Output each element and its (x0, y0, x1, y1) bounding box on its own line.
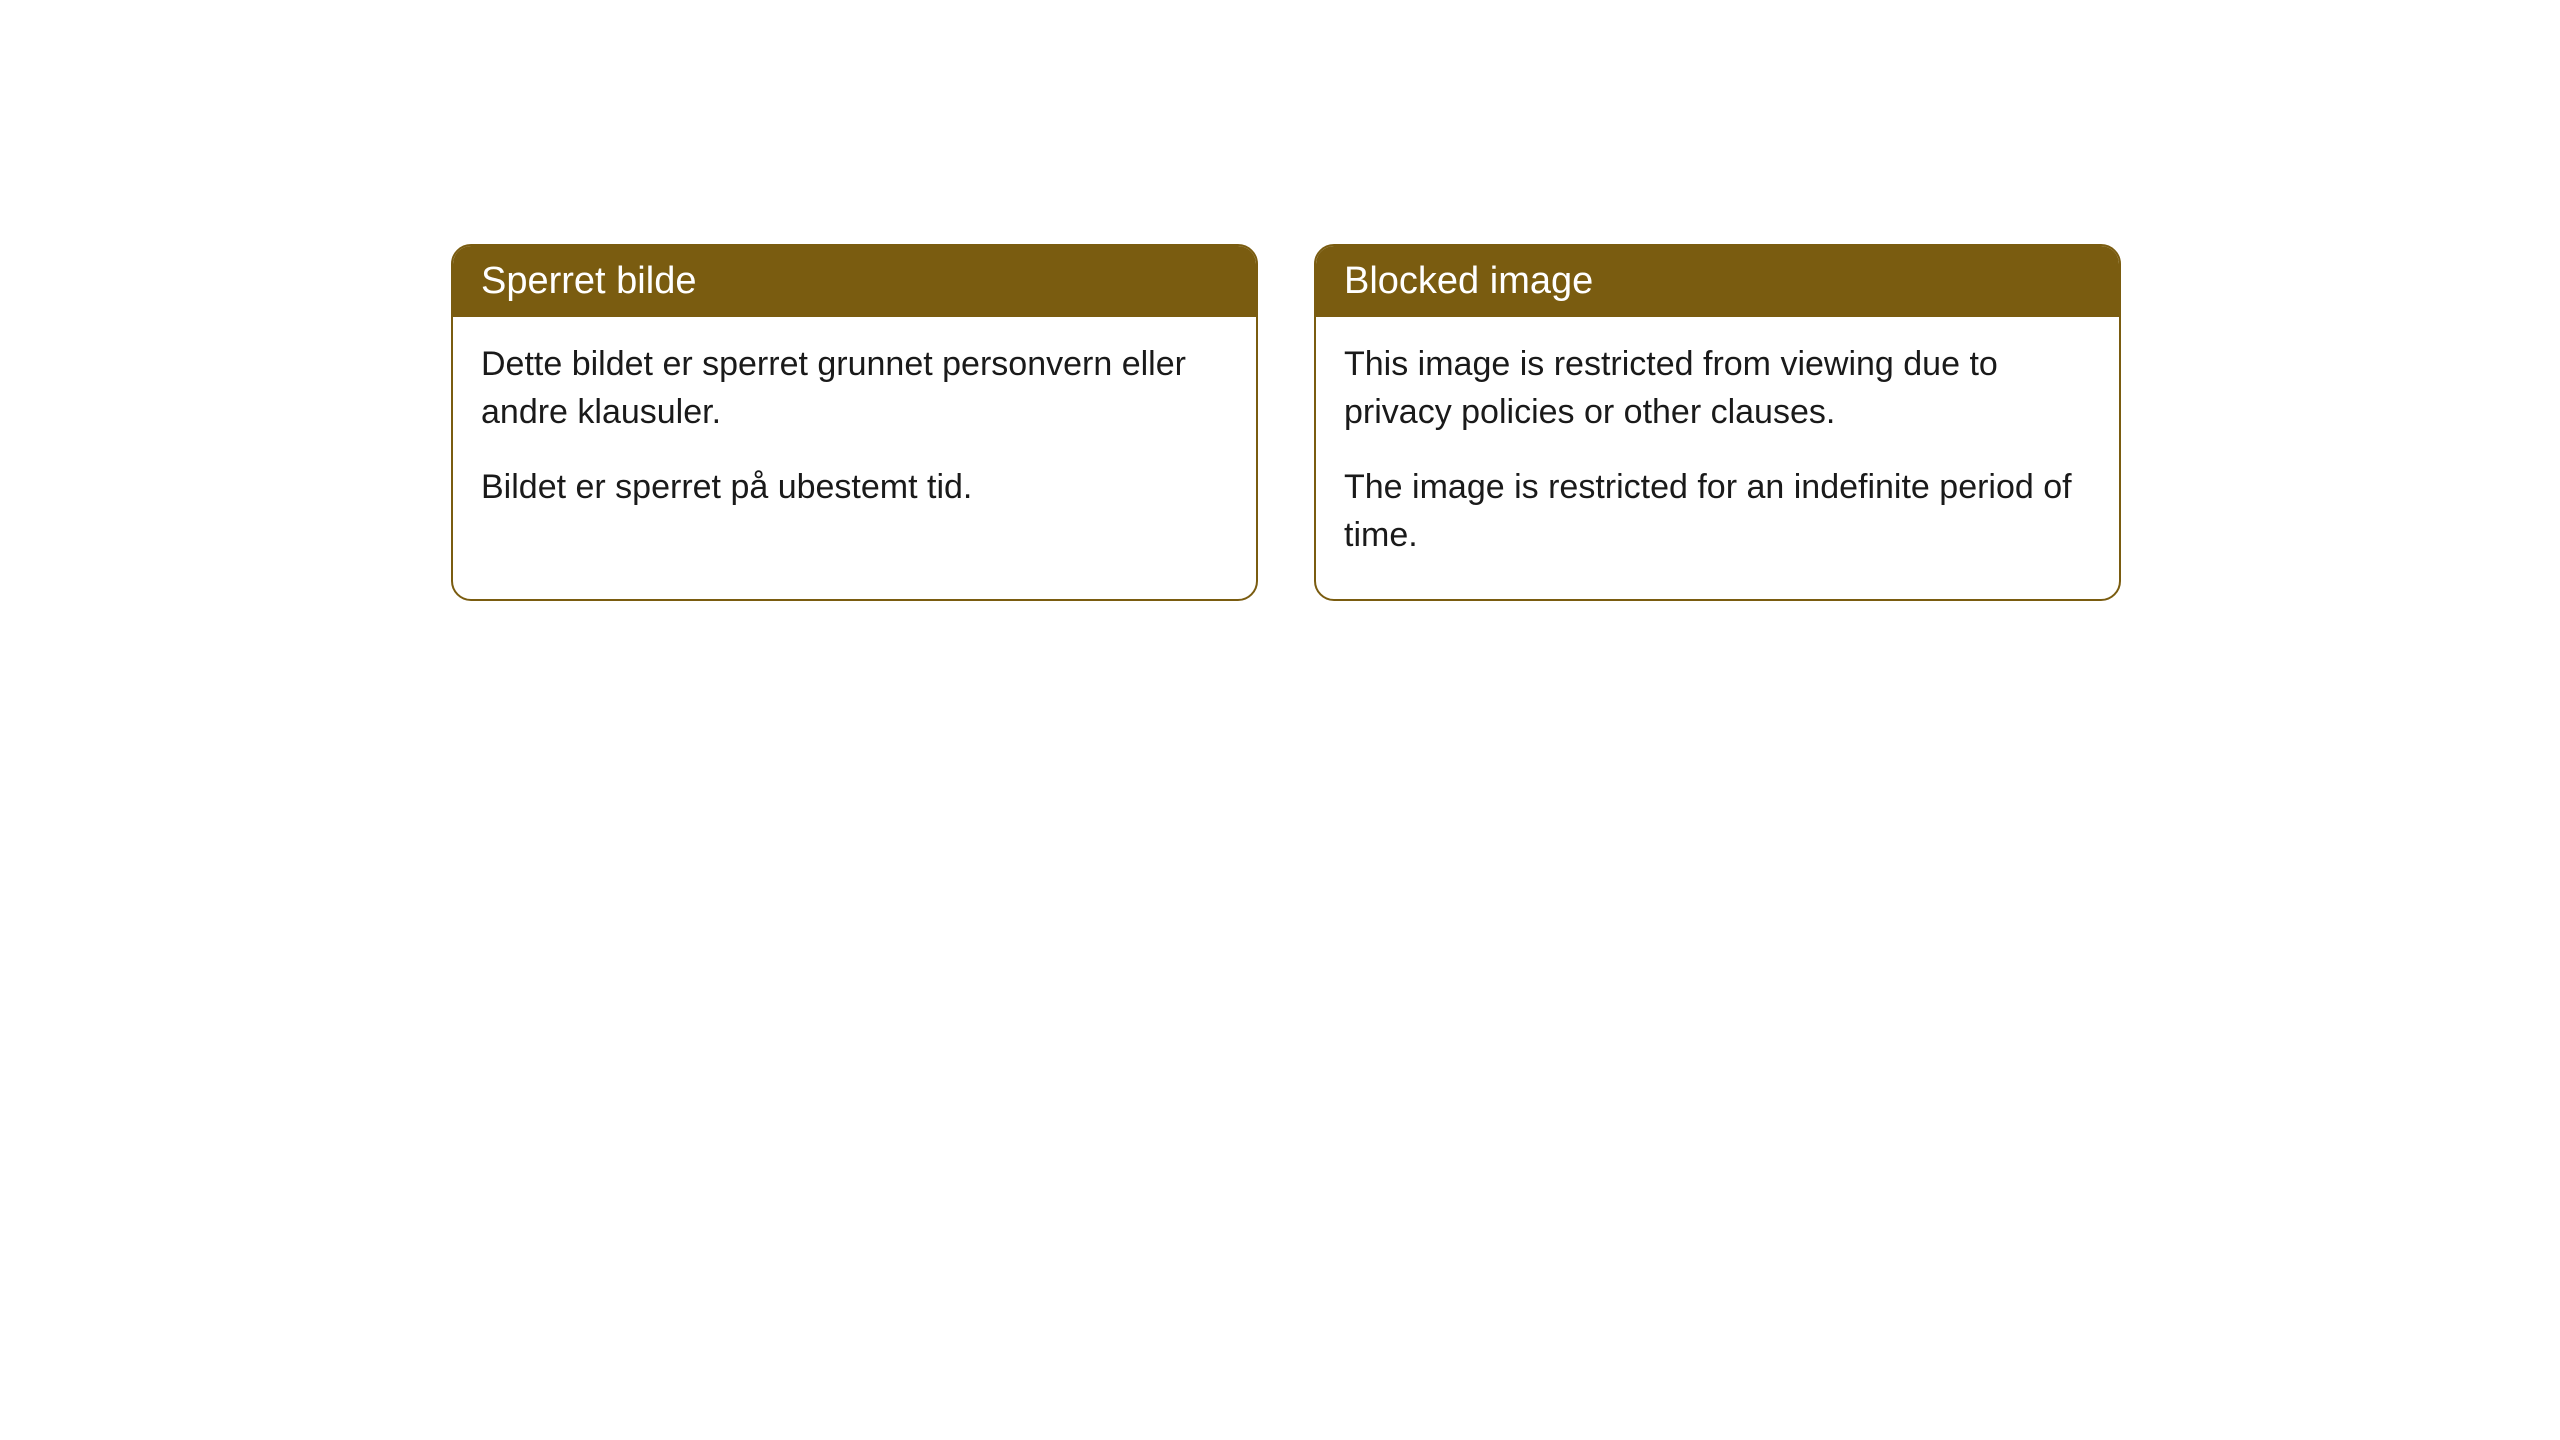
card-paragraph: Dette bildet er sperret grunnet personve… (481, 341, 1228, 436)
card-paragraph: This image is restricted from viewing du… (1344, 341, 2091, 436)
card-header-english: Blocked image (1316, 246, 2119, 317)
notice-card-english: Blocked image This image is restricted f… (1314, 244, 2121, 601)
card-body-norwegian: Dette bildet er sperret grunnet personve… (453, 317, 1256, 552)
card-title: Blocked image (1344, 260, 1593, 302)
card-header-norwegian: Sperret bilde (453, 246, 1256, 317)
notice-card-norwegian: Sperret bilde Dette bildet er sperret gr… (451, 244, 1258, 601)
card-title: Sperret bilde (481, 260, 696, 302)
card-body-english: This image is restricted from viewing du… (1316, 317, 2119, 599)
card-paragraph: Bildet er sperret på ubestemt tid. (481, 464, 1228, 512)
notice-cards-container: Sperret bilde Dette bildet er sperret gr… (451, 244, 2121, 601)
card-paragraph: The image is restricted for an indefinit… (1344, 464, 2091, 559)
